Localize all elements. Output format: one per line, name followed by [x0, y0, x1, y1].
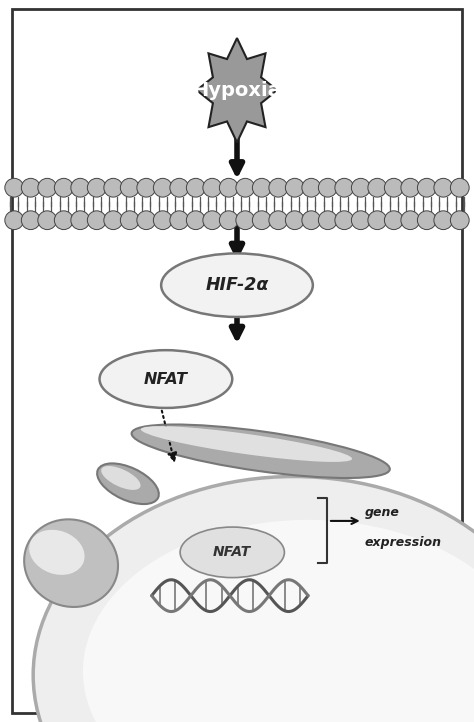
Circle shape	[269, 178, 288, 197]
Ellipse shape	[29, 530, 85, 575]
Ellipse shape	[180, 527, 284, 578]
Circle shape	[137, 211, 155, 230]
Text: gene: gene	[365, 506, 400, 519]
Circle shape	[418, 211, 436, 230]
Circle shape	[104, 178, 123, 197]
Circle shape	[384, 178, 403, 197]
Circle shape	[335, 211, 354, 230]
Ellipse shape	[24, 519, 118, 607]
Circle shape	[71, 211, 90, 230]
Circle shape	[186, 178, 205, 197]
Circle shape	[434, 178, 453, 197]
Circle shape	[87, 211, 106, 230]
Circle shape	[368, 211, 387, 230]
Circle shape	[170, 178, 189, 197]
Circle shape	[351, 178, 370, 197]
Circle shape	[55, 178, 73, 197]
Ellipse shape	[33, 477, 474, 722]
Circle shape	[87, 178, 106, 197]
Circle shape	[137, 178, 155, 197]
Ellipse shape	[83, 520, 474, 722]
Circle shape	[418, 178, 436, 197]
Circle shape	[285, 178, 304, 197]
Circle shape	[38, 211, 56, 230]
Circle shape	[319, 211, 337, 230]
Ellipse shape	[100, 350, 232, 408]
Circle shape	[236, 211, 255, 230]
Circle shape	[154, 211, 172, 230]
Circle shape	[302, 211, 320, 230]
Text: HIF-2α: HIF-2α	[205, 277, 269, 294]
Circle shape	[38, 178, 56, 197]
Circle shape	[203, 211, 222, 230]
Text: NFAT: NFAT	[144, 372, 188, 386]
Circle shape	[154, 178, 172, 197]
Text: NFAT: NFAT	[213, 545, 251, 560]
Circle shape	[450, 211, 469, 230]
Circle shape	[21, 178, 40, 197]
Circle shape	[186, 211, 205, 230]
Circle shape	[368, 178, 387, 197]
Circle shape	[269, 211, 288, 230]
Circle shape	[434, 211, 453, 230]
Ellipse shape	[141, 426, 352, 462]
Circle shape	[71, 178, 90, 197]
Ellipse shape	[101, 466, 141, 490]
Ellipse shape	[97, 464, 159, 504]
Circle shape	[5, 211, 24, 230]
Circle shape	[351, 211, 370, 230]
Circle shape	[384, 211, 403, 230]
Circle shape	[252, 211, 271, 230]
Circle shape	[319, 178, 337, 197]
Circle shape	[203, 178, 222, 197]
Text: expression: expression	[365, 536, 442, 549]
Circle shape	[170, 211, 189, 230]
Circle shape	[236, 178, 255, 197]
Circle shape	[302, 178, 320, 197]
Circle shape	[219, 211, 238, 230]
Circle shape	[401, 178, 419, 197]
Circle shape	[335, 178, 354, 197]
Circle shape	[5, 178, 24, 197]
Circle shape	[21, 211, 40, 230]
Circle shape	[55, 211, 73, 230]
Circle shape	[450, 178, 469, 197]
Circle shape	[285, 211, 304, 230]
Polygon shape	[197, 38, 277, 142]
Circle shape	[120, 211, 139, 230]
Ellipse shape	[161, 253, 313, 317]
Circle shape	[219, 178, 238, 197]
Circle shape	[104, 211, 123, 230]
Circle shape	[120, 178, 139, 197]
Ellipse shape	[132, 425, 390, 478]
Circle shape	[401, 211, 419, 230]
Text: Hypoxia: Hypoxia	[192, 81, 282, 100]
Circle shape	[252, 178, 271, 197]
